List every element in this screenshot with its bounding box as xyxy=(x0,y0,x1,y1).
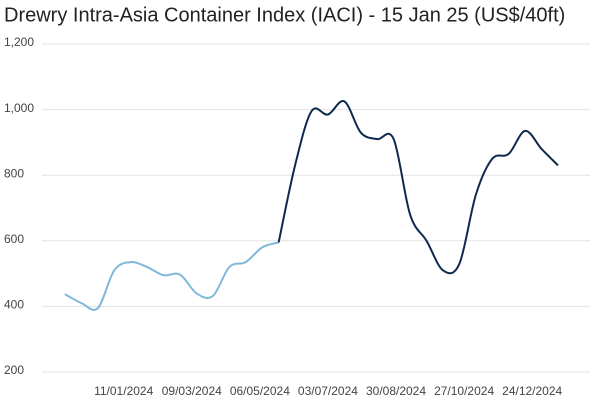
y-tick-label: 1,000 xyxy=(4,101,34,115)
x-tick-label: 27/10/2024 xyxy=(434,384,494,398)
x-tick-label: 03/07/2024 xyxy=(298,384,358,398)
x-tick-label: 06/05/2024 xyxy=(230,384,290,398)
x-tick-label: 24/12/2024 xyxy=(502,384,562,398)
y-tick-label: 400 xyxy=(4,298,24,312)
x-tick-label: 30/08/2024 xyxy=(366,384,426,398)
y-tick-label: 200 xyxy=(4,363,24,377)
x-tick-label: 09/03/2024 xyxy=(162,384,222,398)
line-series xyxy=(64,241,279,311)
line-series xyxy=(277,100,559,275)
x-tick-label: 11/01/2024 xyxy=(94,384,153,398)
y-tick-label: 600 xyxy=(4,232,24,246)
chart-title: Drewry Intra-Asia Container Index (IACI)… xyxy=(4,4,565,26)
y-tick-label: 800 xyxy=(4,166,24,180)
y-tick-label: 1,200 xyxy=(4,35,34,49)
